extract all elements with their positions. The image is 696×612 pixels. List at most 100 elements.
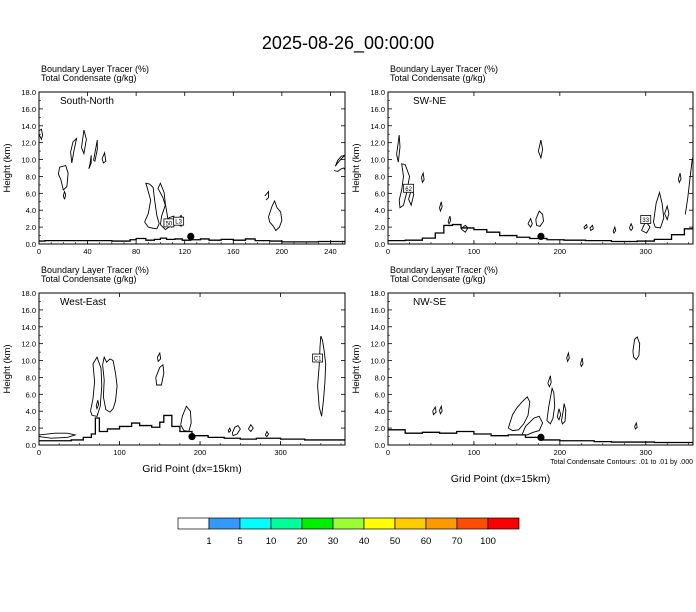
y-axis-label: Height (km): [351, 143, 362, 192]
condensate-contour: [39, 128, 44, 141]
x-tick-label: 80: [132, 247, 140, 256]
main-title: 2025-08-26_00:00:00: [262, 33, 434, 54]
x-tick-label: 40: [83, 247, 91, 256]
condensate-contour: [102, 355, 118, 413]
y-tick-label: 8.0: [26, 373, 36, 382]
y-axis-label: Height (km): [351, 344, 362, 393]
y-tick-label: 8.0: [375, 172, 385, 181]
condensate-contour: [628, 222, 634, 232]
panel-subtitle-1: Boundary Layer Tracer (%): [390, 64, 498, 74]
x-tick-label: 100: [468, 448, 481, 457]
x-tick-label: 0: [37, 448, 41, 457]
y-tick-label: 0.0: [375, 441, 385, 450]
station-marker: [187, 232, 195, 240]
x-tick-label: 120: [178, 247, 191, 256]
condensate-contour: [439, 404, 443, 415]
y-tick-label: 10.0: [370, 156, 385, 165]
condensate-contour: [248, 423, 254, 433]
y-axis-label: Height (km): [2, 143, 13, 192]
x-tick-label: 100: [468, 247, 481, 256]
y-tick-label: 8.0: [26, 172, 36, 181]
condensate-contour: [101, 151, 107, 164]
y-tick-label: 18.0: [21, 289, 36, 298]
condensate-contour: [264, 430, 270, 438]
y-tick-label: 14.0: [21, 122, 36, 131]
contour-label: L3: [175, 220, 182, 226]
colorbar-label: 100: [480, 536, 496, 547]
y-tick-label: 12.0: [21, 139, 36, 148]
plot-frame: [38, 292, 346, 446]
plot-area: 50 L3: [39, 128, 345, 243]
colorbar-swatch: [363, 517, 396, 530]
y-tick-label: 12.0: [370, 340, 385, 349]
condensate-contour: [684, 156, 693, 215]
condensate-contour: [653, 190, 665, 229]
contour-label-box: [640, 215, 652, 224]
condensate-contour: [664, 204, 670, 221]
terrain-line: [39, 414, 345, 442]
condensate-contour: [521, 415, 544, 436]
colorbar-swatch: [301, 517, 334, 530]
y-tick-label: 18.0: [370, 289, 385, 298]
x-tick-label: 0: [37, 247, 41, 256]
panel-1: Boundary Layer Tracer (%)Total Condensat…: [351, 64, 694, 256]
x-tick-label: 300: [274, 448, 287, 457]
x-tick-label: 200: [276, 247, 289, 256]
y-tick-label: 0.0: [26, 441, 36, 450]
condensate-contour: [408, 188, 415, 207]
condensate-contour: [580, 357, 584, 368]
condensate-contour: [460, 224, 469, 233]
y-tick-label: 6.0: [375, 189, 385, 198]
colorbar-label: 50: [390, 536, 401, 547]
y-tick-label: 4.0: [375, 206, 385, 215]
colorbar-label: 10: [266, 536, 277, 547]
colorbar-label: 20: [297, 536, 308, 547]
x-tick-label: 300: [639, 247, 652, 256]
condensate-contour: [144, 182, 160, 230]
colorbar-label: 70: [452, 536, 463, 547]
x-tick-label: 300: [639, 448, 652, 457]
condensate-contour: [546, 386, 556, 425]
colorbar-label: 5: [237, 536, 242, 547]
colorbar-swatch: [208, 517, 241, 530]
condensate-contour: [155, 363, 165, 386]
y-tick-label: 4.0: [375, 407, 385, 416]
x-tick-label: 100: [113, 448, 126, 457]
x-tick-label: 200: [194, 448, 207, 457]
condensate-contour: [535, 210, 544, 227]
y-tick-label: 16.0: [21, 105, 36, 114]
y-tick-label: 4.0: [26, 407, 36, 416]
colorbar-swatch: [239, 517, 272, 530]
station-marker: [188, 432, 196, 441]
y-tick-label: 0.0: [26, 240, 36, 249]
y-tick-label: 12.0: [370, 139, 385, 148]
y-tick-label: 14.0: [370, 323, 385, 332]
condensate-contour: [333, 167, 345, 172]
y-tick-label: 0.0: [375, 240, 385, 249]
condensate-contour: [396, 135, 401, 163]
condensate-contour: [39, 432, 77, 439]
condensate-contour: [641, 220, 651, 234]
condensate-contour: [439, 201, 443, 213]
condensate-contour: [537, 140, 544, 160]
colorbar-label: 30: [328, 536, 339, 547]
x-tick-label: 0: [386, 247, 390, 256]
x-tick-label: 160: [227, 247, 240, 256]
condensate-contour: [561, 403, 567, 425]
condensate-contour: [421, 171, 425, 184]
condensate-contour: [589, 224, 594, 232]
contour-label: 62: [405, 187, 412, 193]
contour-label-box: [173, 216, 185, 226]
plot-frame: [387, 292, 694, 446]
panel-label: SW-NE: [413, 96, 446, 107]
panel-3: Boundary Layer Tracer (%)Total Condensat…: [351, 265, 694, 485]
colorbar-swatch: [270, 517, 303, 530]
y-tick-label: 12.0: [21, 340, 36, 349]
condensate-contour: [447, 215, 452, 225]
contour-footnote: Total Condensate Contours: .01 to .01 by…: [550, 459, 693, 466]
panel-subtitle-2: Total Condensate (g/kg): [390, 274, 486, 284]
y-tick-label: 2.0: [375, 223, 385, 232]
y-tick-label: 8.0: [375, 373, 385, 382]
colorbar: 1 5 10 20 30 40 50 60 70 100: [177, 517, 520, 547]
condensate-contour: [180, 405, 192, 433]
